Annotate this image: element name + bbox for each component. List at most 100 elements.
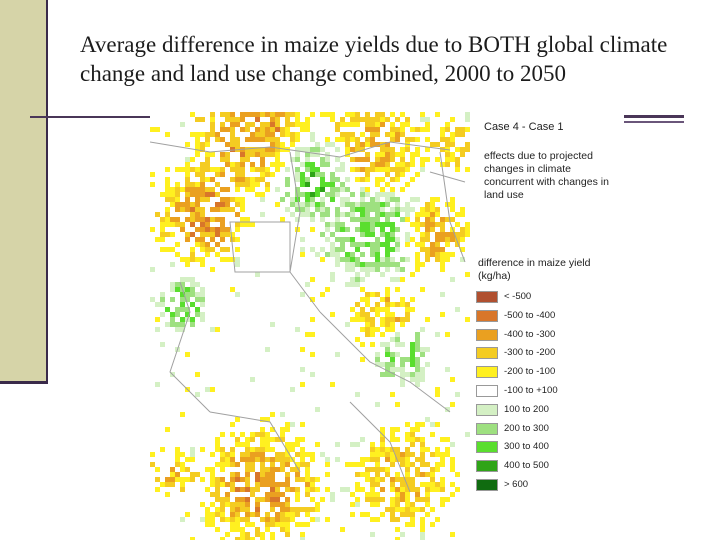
- map-cell: [190, 282, 195, 287]
- map-cell: [190, 187, 195, 192]
- map-cell: [310, 297, 315, 302]
- map-cell: [400, 122, 405, 127]
- map-cell: [400, 362, 405, 367]
- map-cell: [355, 277, 360, 282]
- map-cell: [300, 182, 305, 187]
- map-cell: [400, 297, 405, 302]
- map-cell: [400, 457, 405, 462]
- map-cell: [335, 157, 340, 162]
- map-cell: [440, 457, 445, 462]
- map-cell: [375, 177, 380, 182]
- map-cell: [400, 152, 405, 157]
- map-cell: [455, 127, 460, 132]
- map-cell: [410, 362, 415, 367]
- map-cell: [410, 437, 415, 442]
- map-cell: [255, 502, 260, 507]
- map-cell: [335, 257, 340, 262]
- map-cell: [370, 467, 375, 472]
- map-cell: [290, 467, 295, 472]
- map-cell: [220, 222, 225, 227]
- map-cell: [285, 117, 290, 122]
- map-cell: [200, 117, 205, 122]
- map-cell: [260, 482, 265, 487]
- map-cell: [325, 142, 330, 147]
- map-cell: [280, 147, 285, 152]
- map-cell: [360, 472, 365, 477]
- map-cell: [340, 242, 345, 247]
- map-cell: [365, 272, 370, 277]
- map-cell: [445, 217, 450, 222]
- map-cell: [165, 197, 170, 202]
- map-cell: [335, 137, 340, 142]
- map-cell: [395, 437, 400, 442]
- map-cell: [350, 132, 355, 137]
- map-cell: [410, 307, 415, 312]
- map-cell: [425, 227, 430, 232]
- map-cell: [305, 122, 310, 127]
- map-cell: [370, 517, 375, 522]
- map-cell: [275, 497, 280, 502]
- map-cell: [330, 242, 335, 247]
- map-cell: [190, 477, 195, 482]
- map-cell: [420, 522, 425, 527]
- map-cell: [360, 222, 365, 227]
- map-cell: [265, 447, 270, 452]
- map-cell: [270, 127, 275, 132]
- map-cell: [325, 162, 330, 167]
- map-cell: [350, 112, 355, 117]
- map-cell: [390, 262, 395, 267]
- map-cell: [260, 147, 265, 152]
- map-cell: [260, 152, 265, 157]
- map-cell: [390, 147, 395, 152]
- map-cell: [425, 207, 430, 212]
- map-cell: [390, 432, 395, 437]
- map-cell: [295, 187, 300, 192]
- map-cell: [185, 237, 190, 242]
- map-cell: [200, 212, 205, 217]
- map-cell: [305, 472, 310, 477]
- map-cell: [285, 472, 290, 477]
- map-cell: [205, 387, 210, 392]
- map-cell: [205, 252, 210, 257]
- map-cell: [430, 472, 435, 477]
- map-cell: [330, 192, 335, 197]
- map-cell: [375, 117, 380, 122]
- map-cell: [310, 152, 315, 157]
- map-cell: [265, 457, 270, 462]
- map-cell: [335, 247, 340, 252]
- map-cell: [155, 327, 160, 332]
- map-cell: [225, 112, 230, 117]
- map-cell: [385, 182, 390, 187]
- map-cell: [400, 532, 405, 537]
- map-cell: [340, 227, 345, 232]
- map-cell: [185, 307, 190, 312]
- map-cell: [245, 157, 250, 162]
- map-cell: [260, 137, 265, 142]
- map-cell: [460, 207, 465, 212]
- map-cell: [305, 147, 310, 152]
- map-cell: [400, 267, 405, 272]
- map-cell: [225, 492, 230, 497]
- map-cell: [415, 422, 420, 427]
- map-cell: [390, 322, 395, 327]
- map-cell: [400, 452, 405, 457]
- map-cell: [330, 232, 335, 237]
- map-cell: [360, 157, 365, 162]
- map-cell: [340, 187, 345, 192]
- map-cell: [310, 317, 315, 322]
- map-cell: [375, 192, 380, 197]
- map-cell: [315, 167, 320, 172]
- map-cell: [455, 472, 460, 477]
- map-cell: [300, 212, 305, 217]
- map-cell: [305, 522, 310, 527]
- map-cell: [165, 482, 170, 487]
- map-cell: [240, 112, 245, 117]
- map-cell: [370, 332, 375, 337]
- map-cell: [385, 452, 390, 457]
- map-cell: [185, 162, 190, 167]
- map-cell: [175, 252, 180, 257]
- map-cell: [175, 327, 180, 332]
- map-cell: [230, 137, 235, 142]
- map-cell: [225, 152, 230, 157]
- map-cell: [185, 262, 190, 267]
